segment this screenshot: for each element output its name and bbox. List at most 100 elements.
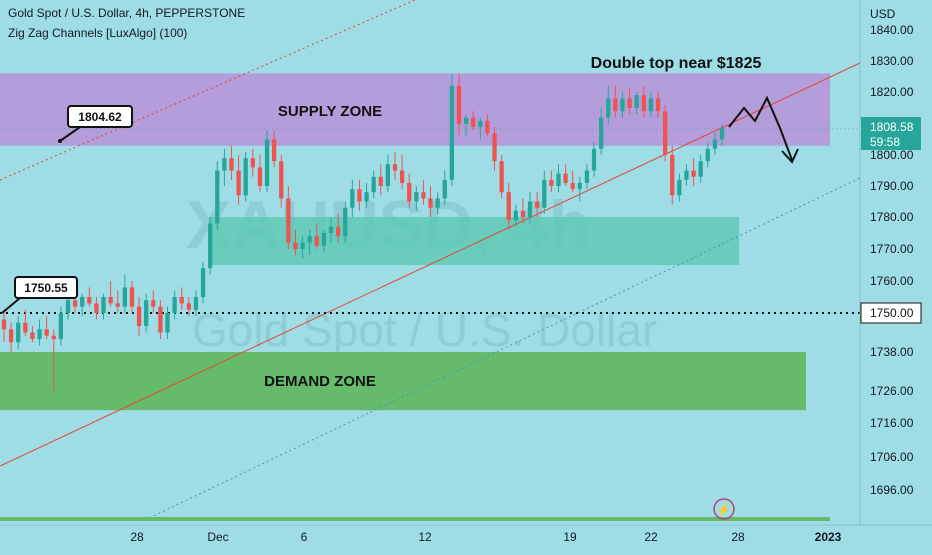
candle[interactable]	[136, 306, 142, 326]
candle[interactable]	[65, 300, 71, 313]
candle[interactable]	[165, 313, 170, 333]
candle[interactable]	[250, 158, 255, 168]
candle[interactable]	[307, 236, 312, 243]
candle[interactable]	[620, 98, 625, 112]
candle[interactable]	[151, 300, 156, 307]
candle[interactable]	[87, 297, 92, 304]
candle[interactable]	[599, 117, 604, 149]
channel-upper-line[interactable]	[0, 0, 416, 181]
candle[interactable]	[499, 161, 504, 193]
candle[interactable]	[16, 322, 21, 343]
candle[interactable]	[627, 98, 632, 108]
candle[interactable]	[357, 189, 362, 202]
candle[interactable]	[115, 303, 120, 307]
candle[interactable]	[684, 170, 689, 180]
candle[interactable]	[378, 176, 383, 186]
candle[interactable]	[94, 303, 99, 313]
candle[interactable]	[506, 192, 511, 221]
candle[interactable]	[648, 98, 654, 112]
candle[interactable]	[520, 210, 526, 217]
candle[interactable]	[478, 120, 483, 128]
demand-zone[interactable]	[0, 352, 806, 411]
candle[interactable]	[677, 179, 682, 196]
candle[interactable]	[655, 98, 661, 112]
candle[interactable]	[51, 335, 56, 339]
candle[interactable]	[101, 297, 106, 313]
candle[interactable]	[208, 223, 213, 269]
candle[interactable]	[314, 236, 319, 246]
channel-lower-line[interactable]	[144, 177, 861, 521]
candle[interactable]	[527, 201, 533, 218]
candle[interactable]	[371, 176, 376, 193]
candle[interactable]	[435, 198, 440, 208]
candle[interactable]	[215, 170, 220, 224]
candle[interactable]	[279, 161, 284, 199]
callout-high-box[interactable]	[67, 105, 133, 128]
candle[interactable]	[563, 173, 568, 183]
supply-zone[interactable]	[0, 73, 830, 146]
candle[interactable]	[144, 300, 149, 326]
candle[interactable]	[23, 322, 28, 333]
callout-low-box[interactable]	[14, 276, 78, 299]
candle[interactable]	[691, 170, 696, 177]
candle[interactable]	[698, 161, 703, 177]
candle[interactable]	[186, 303, 191, 310]
candle[interactable]	[229, 158, 234, 171]
candle[interactable]	[456, 85, 462, 124]
candle[interactable]	[428, 198, 433, 208]
candle[interactable]	[535, 201, 540, 208]
candle[interactable]	[392, 164, 398, 171]
indicator-label[interactable]: Zig Zag Channels [LuxAlgo] (100)	[8, 26, 188, 40]
candle[interactable]	[8, 329, 14, 343]
candle[interactable]	[286, 198, 291, 243]
candle[interactable]	[705, 148, 710, 162]
candle[interactable]	[158, 306, 163, 333]
candle[interactable]	[712, 139, 718, 149]
candle[interactable]	[634, 95, 639, 108]
candle[interactable]	[243, 158, 248, 196]
candle[interactable]	[58, 313, 64, 339]
candle[interactable]	[257, 167, 263, 186]
level-label-box[interactable]	[860, 302, 922, 324]
candle[interactable]	[37, 329, 42, 339]
candle[interactable]	[1, 319, 7, 330]
candle[interactable]	[606, 98, 611, 118]
projection-path[interactable]	[728, 95, 793, 161]
candle[interactable]	[591, 148, 597, 171]
candle[interactable]	[264, 139, 270, 187]
candle[interactable]	[172, 297, 177, 313]
candle[interactable]	[613, 98, 618, 112]
candle[interactable]	[471, 117, 476, 128]
candle[interactable]	[200, 268, 206, 297]
candle[interactable]	[641, 95, 646, 112]
price-axis[interactable]	[860, 0, 932, 550]
candle[interactable]	[300, 242, 305, 249]
trendline[interactable]	[0, 62, 861, 467]
candle[interactable]	[44, 329, 49, 336]
candle[interactable]	[385, 164, 391, 186]
candle[interactable]	[350, 189, 355, 208]
last-price-badge[interactable]	[861, 117, 921, 150]
candle[interactable]	[542, 179, 547, 208]
candle[interactable]	[549, 179, 554, 186]
candle[interactable]	[122, 287, 127, 307]
candle[interactable]	[449, 85, 454, 180]
candle[interactable]	[179, 297, 184, 304]
candle[interactable]	[80, 297, 85, 307]
candle[interactable]	[577, 182, 582, 190]
candle[interactable]	[364, 192, 369, 202]
candle[interactable]	[584, 170, 590, 183]
candle[interactable]	[719, 128, 725, 140]
candle[interactable]	[485, 120, 490, 134]
candle[interactable]	[108, 297, 113, 304]
candle[interactable]	[442, 179, 447, 199]
candle[interactable]	[321, 233, 327, 246]
candle[interactable]	[343, 207, 348, 237]
candle[interactable]	[556, 173, 561, 186]
candle[interactable]	[30, 332, 35, 340]
candle[interactable]	[236, 170, 241, 196]
candle[interactable]	[272, 139, 277, 162]
candle[interactable]	[328, 226, 334, 233]
candle[interactable]	[421, 192, 426, 199]
